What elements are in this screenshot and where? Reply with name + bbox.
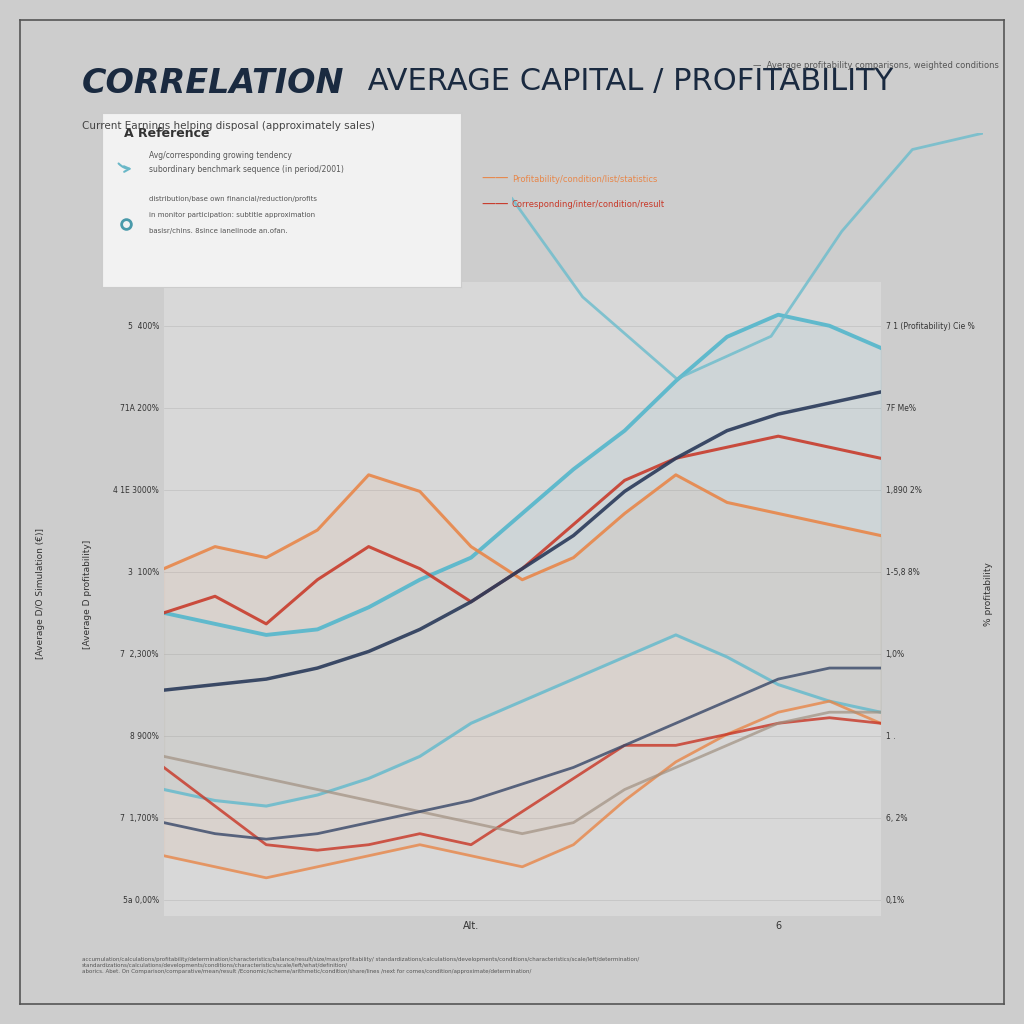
Text: Profitability/condition/list/statistics: Profitability/condition/list/statistics	[512, 175, 657, 183]
Text: Current Earnings helping disposal (approximately sales): Current Earnings helping disposal (appro…	[82, 121, 375, 131]
Text: Corresponding/inter/condition/result: Corresponding/inter/condition/result	[512, 201, 666, 209]
Text: [Average D profitability]: [Average D profitability]	[83, 540, 91, 648]
Text: —  Average profitability comparisons, weighted conditions: — Average profitability comparisons, wei…	[753, 61, 998, 71]
Text: ——: ——	[481, 198, 509, 212]
Text: basisr/chins. 8since ianelinode an.ofan.: basisr/chins. 8since ianelinode an.ofan.	[150, 227, 288, 233]
Text: accumulation/calculations/profitability/determination/characteristics/balance/re: accumulation/calculations/profitability/…	[82, 957, 639, 974]
Text: AVERAGE CAPITAL / PROFITABILITY: AVERAGE CAPITAL / PROFITABILITY	[358, 67, 894, 95]
Text: subordinary benchmark sequence (in period/2001): subordinary benchmark sequence (in perio…	[150, 165, 344, 174]
Text: in monitor participation: subtitle approximation: in monitor participation: subtitle appro…	[150, 212, 315, 218]
Text: % profitability: % profitability	[984, 562, 992, 626]
Text: CORRELATION: CORRELATION	[82, 67, 344, 99]
Text: distribution/base own financial/reduction/profits: distribution/base own financial/reductio…	[150, 197, 317, 202]
Text: ——: ——	[481, 172, 509, 186]
Text: A Reference: A Reference	[124, 127, 209, 139]
Text: [Average D/O Simulation (€)]: [Average D/O Simulation (€)]	[37, 528, 45, 659]
Text: Avg/corresponding growing tendency: Avg/corresponding growing tendency	[150, 151, 292, 160]
